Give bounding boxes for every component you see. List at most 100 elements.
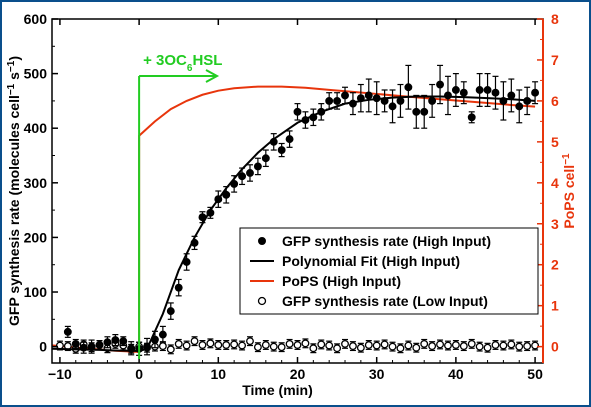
induction-label-part: + 3OC [143, 52, 187, 69]
low-input-point [158, 342, 167, 351]
high-input-point [230, 179, 239, 188]
legend-marker-filled-circle [258, 237, 266, 245]
high-input-point [412, 107, 421, 116]
y-left-label-part: s [6, 72, 22, 84]
low-input-point [396, 344, 405, 353]
x-tick-label: −10 [48, 366, 72, 382]
y-left-axis-label: GFP synthesis rate (molecules cell−1 s−1… [6, 56, 23, 326]
high-input-point [111, 336, 120, 345]
high-input-point [317, 107, 326, 116]
high-input-point [380, 96, 389, 105]
high-input-point [467, 113, 476, 122]
induction-arrow-head [205, 69, 220, 83]
y-left-tick-label: 0 [39, 339, 47, 355]
high-input-point [174, 283, 183, 292]
low-input-point [325, 341, 334, 350]
high-input-point [309, 113, 318, 122]
low-input-point [214, 341, 223, 349]
low-input-point [285, 339, 294, 348]
y-right-tick-label: 1 [551, 298, 559, 314]
low-input-point [261, 341, 270, 349]
high-input-point [325, 96, 334, 105]
high-input-point [428, 96, 437, 105]
y-left-tick-label: 600 [24, 11, 48, 27]
legend-label: GFP synthesis rate (Low Input) [282, 293, 488, 309]
high-input-point [507, 91, 516, 100]
x-tick-label: 20 [290, 366, 306, 382]
high-input-point [214, 195, 223, 204]
high-input-point [198, 213, 207, 222]
low-input-point [507, 340, 516, 349]
y-left-label-part: −1 [6, 83, 17, 95]
y-right-tick-label: 4 [551, 175, 559, 191]
series-layer [51, 64, 540, 356]
low-input-point [198, 341, 207, 349]
legend-label: GFP synthesis rate (High Input) [282, 233, 491, 249]
y-right-tick-label: 6 [551, 93, 559, 109]
low-input-point [301, 339, 310, 348]
high-input-point [190, 238, 199, 247]
low-input-point [491, 341, 500, 349]
y-right-tick-label: 2 [551, 257, 559, 273]
annotation: + 3OC6HSL [138, 52, 222, 359]
high-input-point [261, 154, 270, 163]
low-input-point [515, 342, 524, 351]
high-input-point [483, 86, 492, 94]
low-input-point [55, 341, 64, 350]
high-input-point [515, 102, 524, 111]
low-input-point [341, 339, 349, 348]
low-input-point [253, 343, 262, 352]
high-input-point [396, 96, 405, 105]
low-input-point [459, 342, 468, 351]
high-input-point [341, 91, 349, 100]
y-right-axis-label: PoPS cell−1 [561, 153, 578, 229]
y-left-label-part: ) [6, 56, 22, 61]
y-left-tick-label: 400 [24, 120, 48, 136]
high-input-point [238, 172, 247, 181]
induction-label-part: 6 [187, 63, 193, 74]
legend-label: PoPS (High Input) [282, 273, 401, 289]
legend-marker-open-circle [257, 296, 267, 306]
x-tick-label: 10 [211, 366, 227, 382]
low-input-point [166, 345, 175, 354]
y-left-tick-label: 300 [24, 175, 48, 191]
high-input-point [151, 335, 159, 344]
low-input-point [475, 342, 484, 351]
high-input-point [253, 162, 262, 171]
low-input-point [309, 344, 318, 353]
low-input-point [348, 342, 357, 351]
y-right-tick-label: 3 [551, 216, 559, 232]
low-input-point [451, 341, 460, 349]
induction-label: + 3OC6HSL [143, 52, 222, 74]
high-input-point [127, 344, 136, 353]
high-input-point [459, 88, 468, 97]
low-input-point [372, 341, 381, 350]
high-input-point [404, 83, 413, 92]
y-right-label-part: −1 [561, 153, 572, 165]
high-input-point [166, 307, 175, 316]
high-input-point [372, 94, 381, 103]
high-input-point [420, 107, 429, 116]
x-tick-label: 50 [527, 366, 543, 382]
low-input-point [246, 337, 254, 346]
high-input-point [523, 96, 532, 105]
low-input-point [277, 343, 286, 352]
y-right-tick-label: 7 [551, 52, 559, 68]
low-input-point [428, 342, 437, 351]
high-input-point [95, 341, 104, 349]
low-input-point [174, 339, 183, 348]
legend-label: Polynomial Fit (High Input) [282, 253, 460, 269]
high-input-point [246, 169, 254, 177]
high-input-point [71, 339, 80, 348]
high-input-point [158, 330, 167, 339]
high-input-point [388, 102, 397, 111]
axes: −10 0 10 20 30 40 5001002003004005006000123456… [6, 11, 578, 398]
low-input-point [222, 341, 231, 349]
high-input-point [348, 99, 357, 108]
low-input-point [467, 339, 476, 348]
high-input-point [436, 80, 444, 89]
y-left-label-part: −1 [6, 60, 17, 72]
high-input-point [182, 258, 191, 266]
high-input-point [301, 116, 310, 124]
